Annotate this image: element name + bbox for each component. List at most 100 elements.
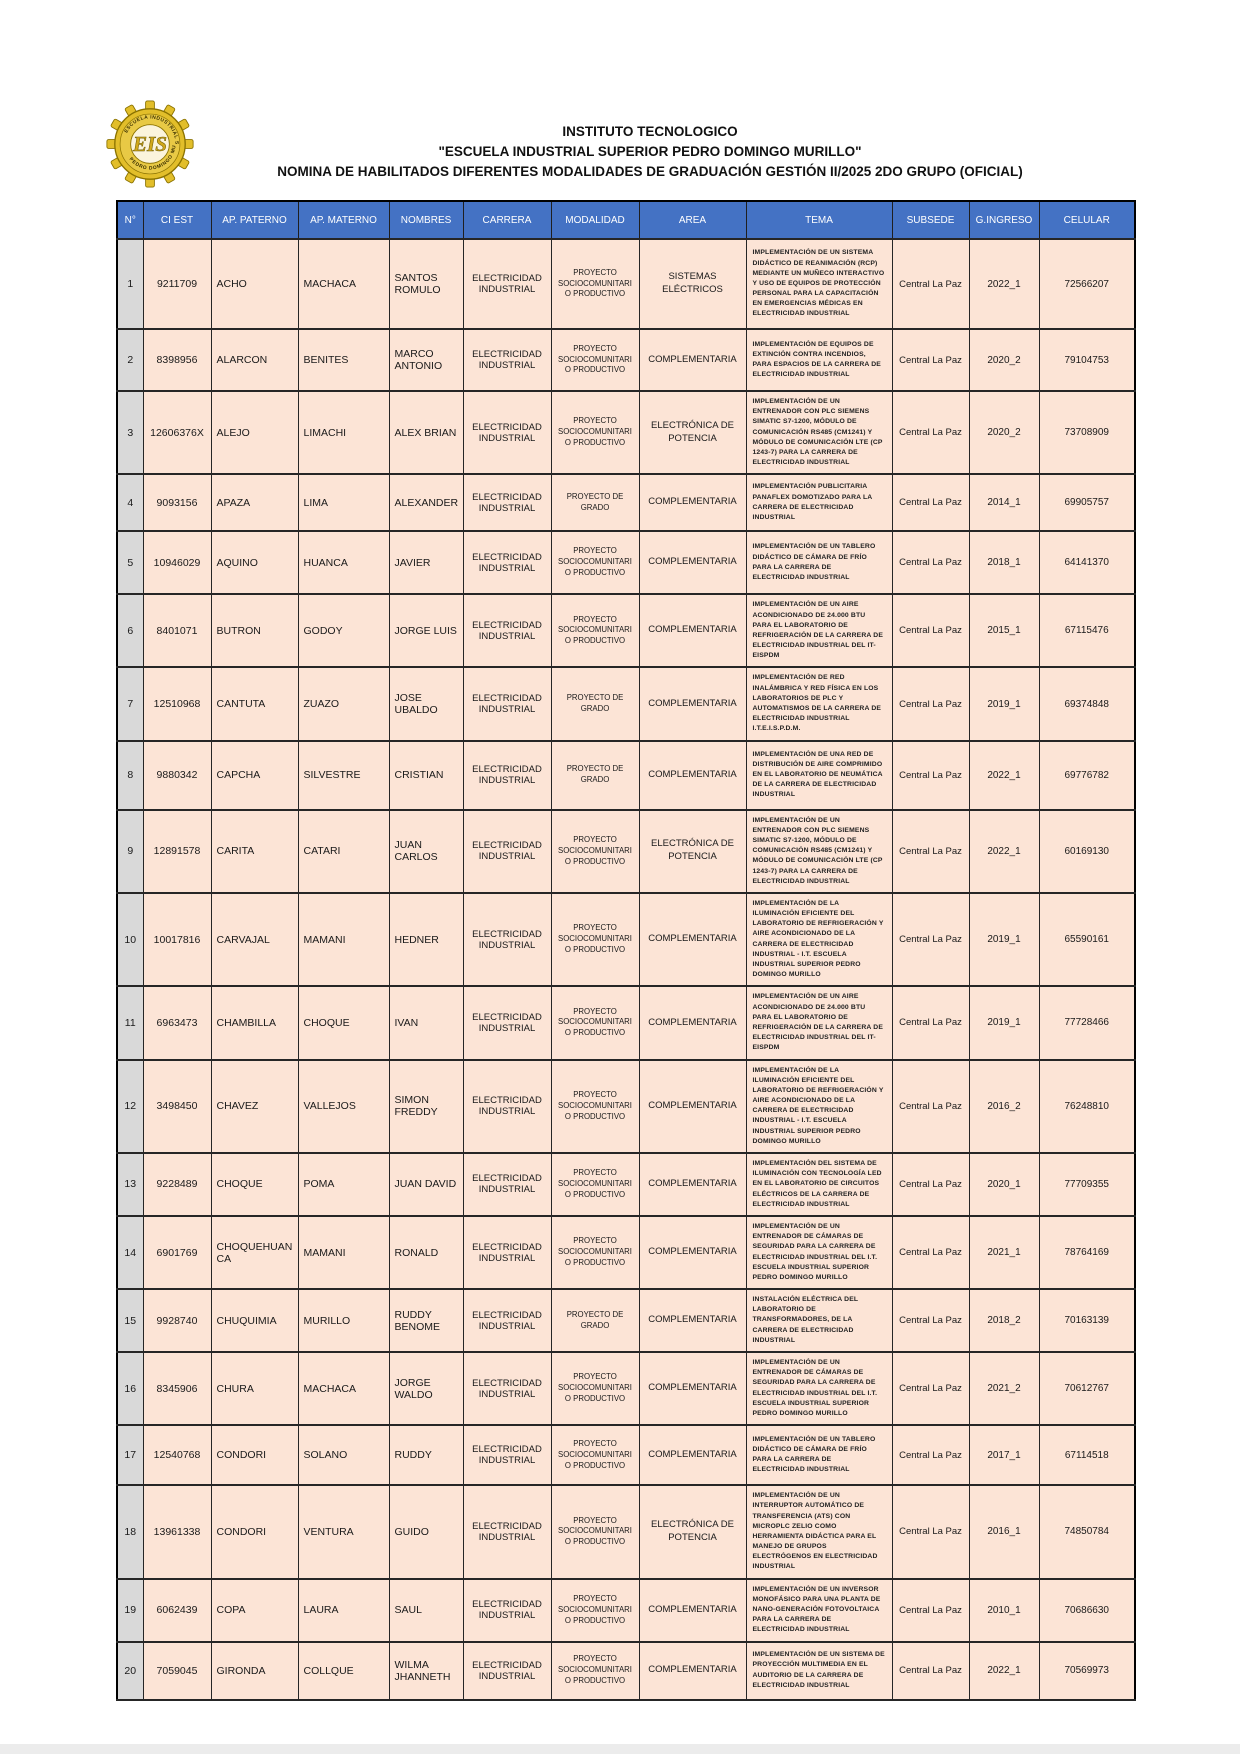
cell-celular: 74850784: [1038, 1484, 1136, 1580]
cell-ci: 8345906: [142, 1350, 212, 1427]
cell-n: 7: [116, 666, 144, 742]
cell-area: COMPLEMENTARIA: [638, 666, 747, 742]
table-row: 17 12540768 CONDORI SOLANO RUDDY ELECTRICIDAD…: [116, 1424, 1136, 1487]
cell-ci: 13961338: [142, 1484, 212, 1580]
gear-emblem-icon: ESCUELA INDUSTRIAL SUPERIOR PEDRO DOMING…: [104, 96, 194, 188]
cell-ci: 9211709: [142, 238, 212, 330]
cell-ci: 8401071: [142, 593, 212, 669]
cell-tema: IMPLEMENTACIÓN DE LA ILUMINACIÓN EFICIEN…: [745, 1058, 893, 1154]
cell-tema: IMPLEMENTACIÓN DE UN TABLERO DIDÁCTICO D…: [745, 530, 893, 596]
cell-subsede: Central La Paz: [891, 1350, 970, 1427]
column-header: AP. PATERNO: [210, 200, 299, 240]
cell-nombres: IVAN: [388, 985, 464, 1061]
cell-ingreso: 2020_1: [968, 1152, 1040, 1217]
column-header: SUBSEDE: [891, 200, 970, 240]
cell-ingreso: 2016_1: [968, 1484, 1040, 1580]
cell-subsede: Central La Paz: [891, 473, 970, 533]
cell-modalidad: PROYECTO SOCIOCOMUNITARIO PRODUCTIVO: [550, 389, 640, 476]
cell-materno: VALLEJOS: [297, 1058, 390, 1154]
cell-subsede: Central La Paz: [891, 1484, 970, 1580]
cell-carrera: ELECTRICIDAD INDUSTRIAL: [462, 985, 552, 1061]
school-title: "ESCUELA INDUSTRIAL SUPERIOR PEDRO DOMIN…: [438, 144, 862, 159]
cell-modalidad: PROYECTO SOCIOCOMUNITARIO PRODUCTIVO: [550, 238, 640, 330]
cell-paterno: CHURA: [210, 1350, 299, 1427]
cell-modalidad: PROYECTO SOCIOCOMUNITARIO PRODUCTIVO: [550, 328, 640, 392]
cell-n: 5: [116, 530, 144, 596]
cell-celular: 76248810: [1038, 1058, 1136, 1154]
cell-area: COMPLEMENTARIA: [638, 1152, 747, 1217]
table-row: 19 6062439 COPA LAURA SAUL ELECTRICIDAD INDUS…: [116, 1577, 1136, 1643]
cell-n: 3: [116, 389, 144, 476]
cell-tema: IMPLEMENTACIÓN DE EQUIPOS DE EXTINCIÓN C…: [745, 328, 893, 392]
cell-materno: COLLQUE: [297, 1640, 390, 1701]
cell-modalidad: PROYECTO SOCIOCOMUNITARIO PRODUCTIVO: [550, 530, 640, 596]
cell-celular: 70612767: [1038, 1350, 1136, 1427]
cell-n: 6: [116, 593, 144, 669]
logo-monogram: EIS: [132, 132, 167, 156]
table-row: 2 8398956 ALARCON BENITES MARCO ANTONIO ELECT…: [116, 328, 1136, 392]
cell-subsede: Central La Paz: [891, 1640, 970, 1701]
cell-materno: POMA: [297, 1152, 390, 1217]
cell-materno: LAURA: [297, 1577, 390, 1643]
table-row: 6 8401071 BUTRON GODOY JORGE LUIS ELECTRICIDA…: [116, 593, 1136, 669]
cell-n: 4: [116, 473, 144, 533]
cell-subsede: Central La Paz: [891, 739, 970, 811]
cell-n: 9: [116, 808, 144, 894]
cell-ingreso: 2022_1: [968, 238, 1040, 330]
cell-paterno: CONDORI: [210, 1424, 299, 1487]
cell-celular: 69776782: [1038, 739, 1136, 811]
cell-tema: IMPLEMENTACIÓN PUBLICITARIA PANAFLEX DOM…: [745, 473, 893, 533]
cell-ci: 9093156: [142, 473, 212, 533]
cell-ingreso: 2018_2: [968, 1288, 1040, 1353]
cell-carrera: ELECTRICIDAD INDUSTRIAL: [462, 1214, 552, 1291]
cell-ci: 6062439: [142, 1577, 212, 1643]
cell-ingreso: 2018_1: [968, 530, 1040, 596]
cell-paterno: COPA: [210, 1577, 299, 1643]
cell-subsede: Central La Paz: [891, 1214, 970, 1291]
cell-nombres: MARCO ANTONIO: [388, 328, 464, 392]
cell-ci: 9928740: [142, 1288, 212, 1353]
cell-tema: IMPLEMENTACIÓN DE UNA RED DE DISTRIBUCIÓ…: [745, 739, 893, 811]
cell-carrera: ELECTRICIDAD INDUSTRIAL: [462, 1484, 552, 1580]
cell-paterno: AQUINO: [210, 530, 299, 596]
table-body: 1 9211709 ACHO MACHACA SANTOS ROMULO ELECTRIC…: [116, 238, 1136, 1701]
cell-celular: 67115476: [1038, 593, 1136, 669]
column-header: TEMA: [745, 200, 893, 240]
cell-carrera: ELECTRICIDAD INDUSTRIAL: [462, 1350, 552, 1427]
cell-ingreso: 2010_1: [968, 1577, 1040, 1643]
cell-ci: 8398956: [142, 328, 212, 392]
cell-subsede: Central La Paz: [891, 985, 970, 1061]
cell-carrera: ELECTRICIDAD INDUSTRIAL: [462, 593, 552, 669]
cell-subsede: Central La Paz: [891, 328, 970, 392]
cell-nombres: GUIDO: [388, 1484, 464, 1580]
cell-ci: 6901769: [142, 1214, 212, 1291]
table-row: 14 6901769 CHOQUEHUANCA MAMANI RONALD ELECTRI…: [116, 1214, 1136, 1291]
cell-area: COMPLEMENTARIA: [638, 593, 747, 669]
cell-ci: 6963473: [142, 985, 212, 1061]
cell-carrera: ELECTRICIDAD INDUSTRIAL: [462, 891, 552, 988]
cell-carrera: ELECTRICIDAD INDUSTRIAL: [462, 1577, 552, 1643]
cell-celular: 72566207: [1038, 238, 1136, 330]
institution-title: INSTITUTO TECNOLOGICO: [562, 124, 738, 139]
cell-area: COMPLEMENTARIA: [638, 1214, 747, 1291]
cell-celular: 69374848: [1038, 666, 1136, 742]
cell-nombres: JUAN DAVID: [388, 1152, 464, 1217]
cell-tema: IMPLEMENTACIÓN DE UN ENTRENADOR DE CÁMAR…: [745, 1214, 893, 1291]
table-row: 5 10946029 AQUINO HUANCA JAVIER ELECTRICIDAD …: [116, 530, 1136, 596]
cell-n: 17: [116, 1424, 144, 1487]
cell-area: COMPLEMENTARIA: [638, 739, 747, 811]
cell-modalidad: PROYECTO SOCIOCOMUNITARIO PRODUCTIVO: [550, 1577, 640, 1643]
cell-tema: IMPLEMENTACIÓN DE UN AIRE ACONDICIONADO …: [745, 593, 893, 669]
cell-materno: BENITES: [297, 328, 390, 392]
cell-area: COMPLEMENTARIA: [638, 1424, 747, 1487]
document-header: INSTITUTO TECNOLOGICO "ESCUELA INDUSTRIA…: [120, 122, 1180, 182]
cell-area: ELECTRÓNICA DE POTENCIA: [638, 1484, 747, 1580]
cell-n: 20: [116, 1640, 144, 1701]
cell-nombres: RUDDY: [388, 1424, 464, 1487]
cell-subsede: Central La Paz: [891, 1288, 970, 1353]
cell-area: COMPLEMENTARIA: [638, 1058, 747, 1154]
cell-ingreso: 2014_1: [968, 473, 1040, 533]
cell-tema: IMPLEMENTACIÓN DE UN INTERRUPTOR AUTOMÁT…: [745, 1484, 893, 1580]
cell-paterno: GIRONDA: [210, 1640, 299, 1701]
